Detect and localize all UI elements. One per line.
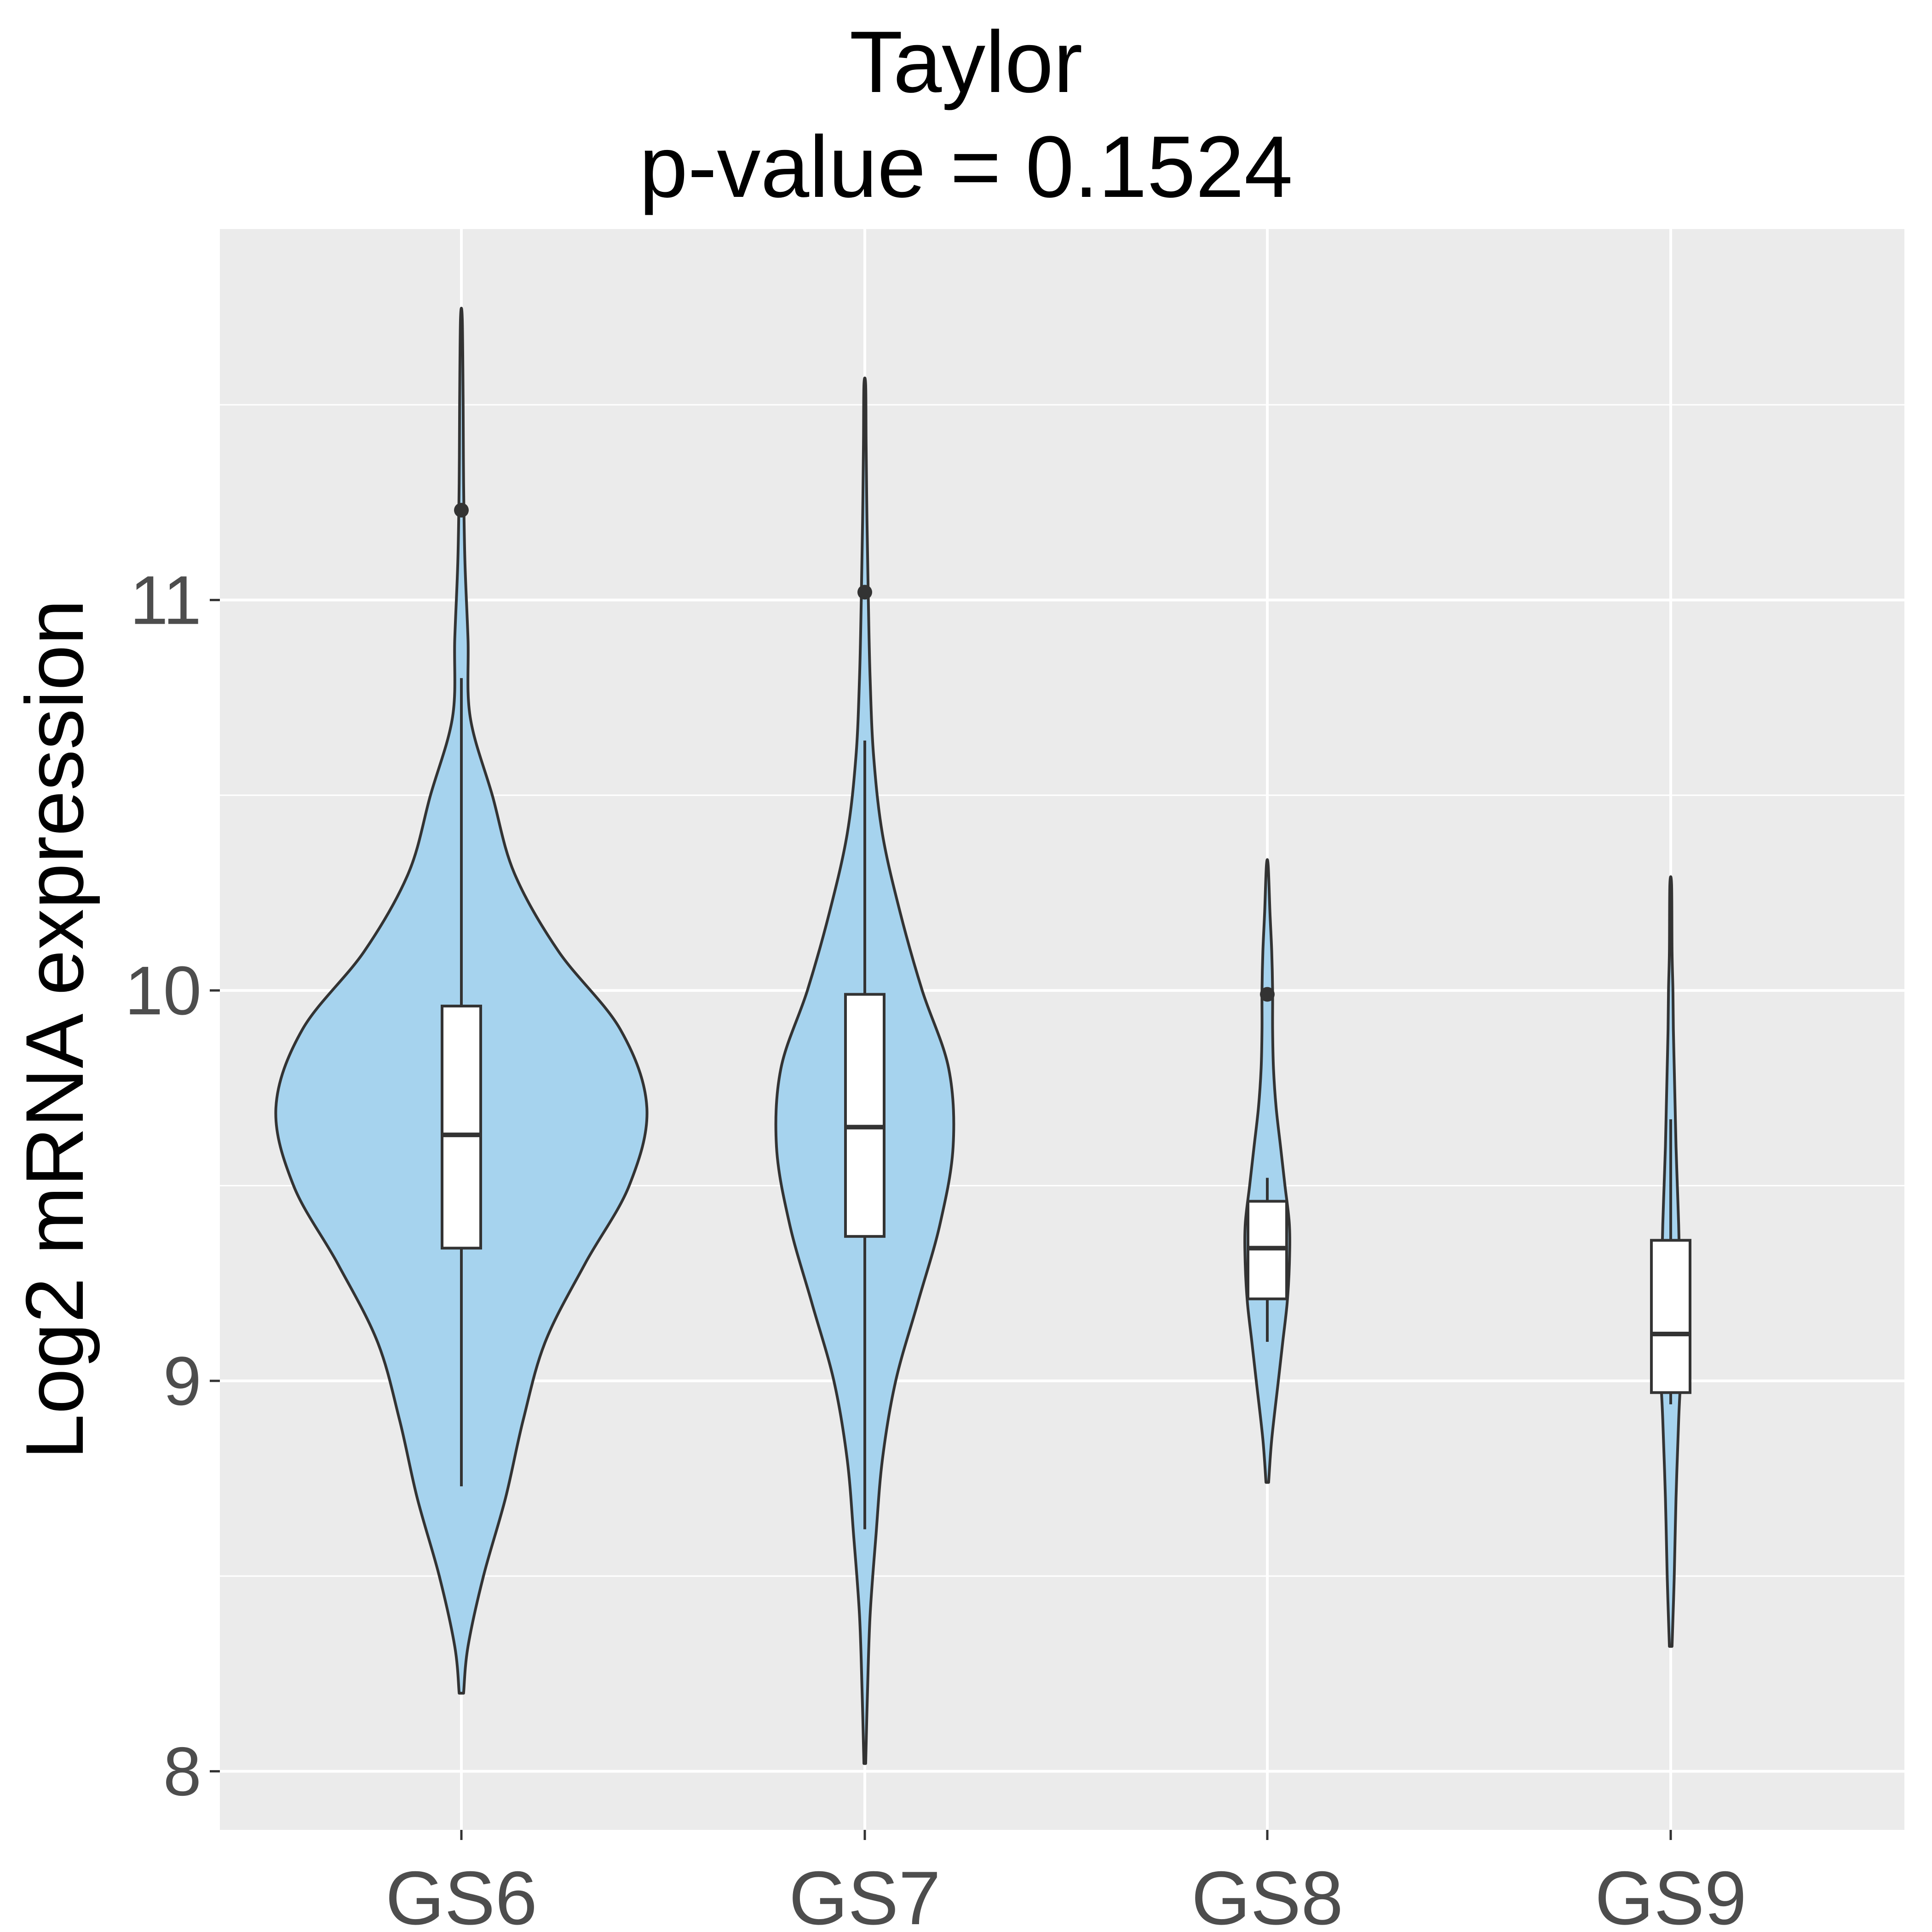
y-tick-label: 9 [163,1342,201,1420]
violins [274,307,1691,1765]
y-tick-label: 10 [125,952,201,1029]
y-axis-title: Log2 mRNA expression [9,599,100,1460]
chart-subtitle: p-value = 0.1524 [639,118,1293,216]
violin-group-gs7 [774,376,955,1765]
y-tick-label: 11 [130,561,201,638]
x-tick-label: GS8 [1191,1856,1343,1932]
y-tick-label: 8 [163,1733,201,1810]
outlier-point [454,503,469,518]
x-tick-label: GS6 [385,1856,537,1932]
box [441,1005,482,1250]
x-tick-label: GS9 [1595,1856,1747,1932]
violin-group-gs9 [1650,875,1691,1648]
axes: 8 9 10 11 GS6 GS7 GS8 GS9 [125,561,1747,1932]
chart-title: Taylor [849,13,1083,111]
outlier-point [857,585,872,600]
violin-group-gs8 [1243,858,1291,1484]
box [1650,1239,1691,1394]
violin-shape [1243,858,1291,1484]
violin-group-gs6 [274,307,649,1695]
box [844,993,886,1238]
x-tick-label: GS7 [789,1856,941,1932]
outlier-point [1260,987,1275,1002]
